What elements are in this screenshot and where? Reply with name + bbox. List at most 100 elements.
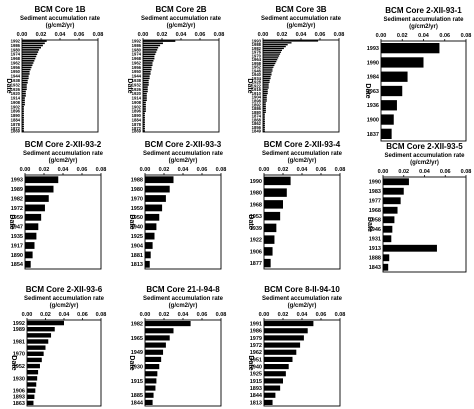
bar [143,95,147,97]
bar [25,242,35,249]
x-axis-units: (g/cm2/yr) [288,303,317,309]
bar [22,42,45,45]
bar [263,81,270,83]
x-tick-label: 0.06 [439,33,450,39]
bar [22,60,35,62]
bar [27,345,46,350]
y-tick-label: 1940 [131,225,143,231]
bar [263,55,280,57]
bar [22,81,28,84]
y-tick-label: 1880 [252,110,262,115]
y-tick-label: 1813 [250,400,262,406]
y-tick-label: 1959 [11,215,23,221]
x-tick-label: 0.02 [278,167,289,173]
x-tick-label: 0.02 [157,32,168,38]
bar [22,119,24,121]
bar [22,73,30,75]
bar [22,121,24,123]
bar [25,185,54,193]
chart-title: BCM Core 3B [275,5,326,14]
plot-frame [142,39,220,133]
y-tick-label: 1970 [131,196,143,202]
x-axis-label: Sediment accumulation rate [143,151,224,157]
y-tick-label: 1890 [132,113,142,118]
y-tick-label: 1862 [252,121,262,126]
bar [263,75,271,78]
y-tick-label: 1926 [11,87,21,92]
y-tick-label: 1983 [369,189,381,195]
bar [145,342,166,348]
bar [143,60,154,62]
y-axis-label: Date [128,214,135,229]
bar [143,66,152,69]
y-tick-label: 1884 [132,117,142,122]
bar [22,97,25,99]
bar [263,66,274,68]
y-tick-label: 1986 [132,43,142,48]
y-tick-label: 1940 [250,365,262,371]
y-axis-label: Date [247,214,254,229]
y-tick-label: 1925 [250,372,262,378]
x-tick-label: 0.04 [296,32,308,38]
bar [264,399,273,405]
y-tick-label: 1993 [367,46,379,52]
y-tick-label: 1938 [132,78,142,83]
y-tick-label: 1944 [132,74,142,79]
x-tick-label: 0.06 [440,169,451,175]
y-tick-label: 1881 [131,253,143,259]
y-tick-label: 1877 [250,261,262,267]
y-tick-label: 1939 [250,226,262,232]
chart-title: BCM Core 2B [155,5,206,14]
x-tick-label: 0.04 [178,312,190,318]
y-tick-label: 1980 [131,187,143,193]
bar [264,328,308,334]
bar [145,328,174,334]
bar [263,51,282,53]
chart-title: BCM Core 21-I-94-8 [146,285,220,294]
plot-frame [263,319,341,407]
y-tick-label: 1990 [367,60,379,66]
chart-title: BCM Core 2-XII-93-2 [25,140,102,149]
bar [263,126,265,128]
bar [145,321,191,327]
bar [263,130,265,132]
bar [145,349,164,355]
bar [145,195,166,202]
y-tick-label: 1990 [250,179,262,185]
x-axis-units: (g/cm2/yr) [288,158,317,164]
y-axis-label: Date [366,217,373,232]
x-axis-units: (g/cm2/yr) [410,160,439,166]
bar [263,90,268,93]
x-axis-label: Sediment accumulation rate [20,16,101,22]
bar [22,49,40,51]
x-tick-label: 0.08 [335,167,346,173]
bar [263,44,288,46]
bar [383,197,401,205]
y-tick-label: 1925 [131,234,143,240]
x-tick-label: 0.00 [376,33,387,39]
y-tick-label: 1980 [250,191,262,197]
y-tick-label: 1958 [369,218,381,224]
bar [264,247,273,256]
y-tick-label: 1989 [13,327,25,333]
bar [263,124,265,127]
x-tick-label: 0.08 [334,32,345,38]
bar [22,123,24,126]
x-tick-label: 0.06 [315,32,326,38]
chart-panel: BCM Core 2-XII-93-5 Sediment accumulation… [366,142,471,273]
y-axis-label: Date [126,78,133,93]
bar [263,57,279,59]
bar [143,125,145,128]
bar [145,356,162,362]
y-tick-label: 1992 [11,39,21,44]
bar [263,68,273,70]
bar [22,79,28,82]
chart-panel: BCM Core 21-I-94-8 Sediment accumulation … [128,285,226,407]
bar [143,81,149,84]
bar [22,92,26,95]
y-tick-label: 1940 [252,72,262,77]
bar [143,44,161,47]
x-tick-label: 0.06 [195,32,206,38]
x-axis-label: Sediment accumulation rate [261,16,342,22]
